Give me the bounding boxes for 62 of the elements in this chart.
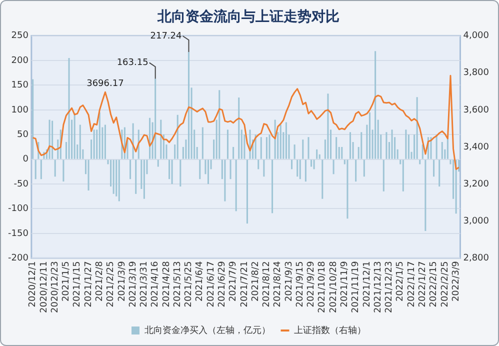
x-tick-label: 2022/1/27 bbox=[418, 261, 428, 308]
x-tick-label: 2021/4/16 bbox=[150, 260, 161, 308]
y-tick-label: 200 bbox=[11, 56, 29, 66]
x-tick-label: 2021/11/19 bbox=[351, 260, 362, 313]
x-tick-label: 2022/2/25 bbox=[440, 261, 450, 308]
y-tick-label: 150 bbox=[11, 80, 29, 91]
y-tick-label: -50 bbox=[14, 179, 29, 190]
x-tick-label: 2021/8/2 bbox=[250, 261, 261, 302]
x-tick-label: 2020/12/23 bbox=[50, 261, 60, 313]
y-tick-label: 250 bbox=[11, 31, 29, 42]
x-tick-label: 2020/12/1 bbox=[28, 261, 38, 308]
y-tick-label: 0 bbox=[22, 154, 29, 165]
x-tick-label: 2021/4/28 bbox=[162, 260, 172, 308]
x-tick-label: 2021/10/18 bbox=[318, 260, 328, 313]
y-tick-label: -150 bbox=[8, 228, 29, 239]
x-tick-label: 2021/12/1 bbox=[362, 261, 372, 308]
y2-tick-label: 3,600 bbox=[463, 105, 490, 116]
x-tick-label: 2021/7/21 bbox=[240, 261, 250, 308]
x-tick-label: 2021/9/3 bbox=[284, 261, 294, 302]
x-tick-label: 2021/2/8 bbox=[94, 260, 105, 302]
legend-label: 上证指数（右轴） bbox=[294, 324, 366, 336]
data-label: 163.15 bbox=[116, 58, 148, 68]
y2-tick-label: 3,400 bbox=[463, 142, 490, 152]
y2-tick-label: 3,200 bbox=[463, 179, 490, 190]
x-tick-label: 2021/1/15 bbox=[72, 261, 83, 308]
x-tick-label: 2021/6/29 bbox=[218, 260, 228, 308]
legend-label: 北向资金净买入（左轴，亿元） bbox=[144, 324, 270, 336]
y-tick-label: -200 bbox=[8, 253, 29, 264]
x-tick-label: 2022/2/15 bbox=[429, 261, 440, 308]
data-label: 3696.17 bbox=[86, 78, 124, 89]
x-tick-label: 2021/8/12 bbox=[262, 261, 272, 308]
x-tick-label: 2021/6/4 bbox=[195, 260, 206, 302]
x-tick-label: 2021/12/13 bbox=[373, 261, 384, 313]
x-tick-label: 2021/1/5 bbox=[62, 261, 72, 302]
x-tick-label: 2021/1/27 bbox=[84, 261, 94, 308]
x-tick-label: 2021/3/9 bbox=[117, 260, 128, 302]
x-tick-label: 2020/12/11 bbox=[39, 261, 50, 313]
y-tick-label: -100 bbox=[8, 204, 29, 214]
x-tick-label: 2021/9/15 bbox=[295, 261, 306, 308]
x-tick-label: 2021/7/9 bbox=[228, 260, 239, 302]
x-tick-label: 2021/11/9 bbox=[340, 260, 350, 308]
y2-tick-label: 3,800 bbox=[463, 68, 490, 78]
chart-title: 北向资金流向与上证走势对比 bbox=[156, 8, 340, 26]
x-tick-label: 2021/5/25 bbox=[184, 261, 194, 308]
x-tick-label: 2021/2/25 bbox=[106, 261, 116, 308]
x-tick-label: 2021/9/29 bbox=[306, 260, 317, 308]
y2-tick-label: 2,800 bbox=[463, 253, 490, 264]
y2-tick-label: 4,000 bbox=[463, 31, 490, 42]
x-tick-label: 2021/3/31 bbox=[140, 261, 150, 308]
x-tick-label: 2021/8/24 bbox=[273, 260, 284, 308]
y-tick-label: 100 bbox=[11, 105, 29, 116]
x-tick-label: 2021/3/19 bbox=[128, 260, 138, 308]
x-tick-label: 2021/6/17 bbox=[206, 261, 216, 308]
x-tick-label: 2021/10/28 bbox=[328, 260, 339, 313]
x-tick-label: 2022/1/17 bbox=[406, 261, 417, 308]
y2-tick-label: 3,000 bbox=[463, 216, 490, 226]
y-tick-label: 50 bbox=[16, 130, 29, 140]
x-tick-label: 2022/3/9 bbox=[451, 260, 462, 302]
x-tick-label: 2021/12/23 bbox=[384, 261, 395, 313]
x-tick-label: 2021/5/13 bbox=[172, 261, 183, 308]
x-tick-label: 2022/1/5 bbox=[396, 261, 406, 302]
data-label: 217.24 bbox=[150, 31, 182, 42]
